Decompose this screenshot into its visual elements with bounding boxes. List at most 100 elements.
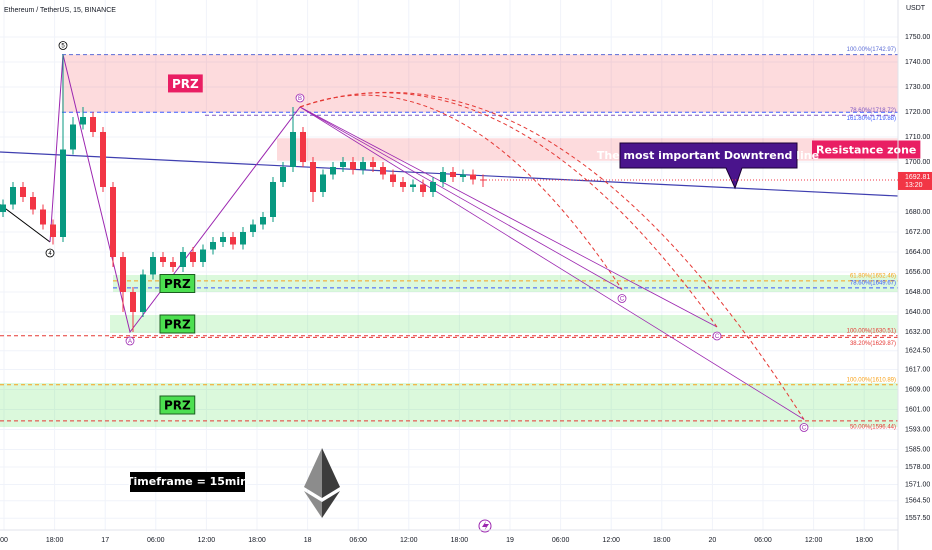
callout-box bbox=[619, 142, 798, 190]
level-label: 38.20%(1629.87) bbox=[850, 341, 896, 347]
pattern-point bbox=[712, 331, 722, 341]
pattern-point bbox=[125, 336, 135, 346]
event-icon-bolt bbox=[482, 521, 489, 531]
candle-body bbox=[450, 172, 456, 177]
event-icon[interactable] bbox=[478, 519, 492, 533]
level-label: 100.00%(1630.51) bbox=[847, 328, 896, 334]
pattern bbox=[0, 54, 805, 420]
candle-body bbox=[440, 172, 446, 182]
x-tick-label: 12:00 bbox=[198, 537, 216, 544]
zone-labels: PRZ Resistance zone PRZ PRZ PRZ bbox=[159, 74, 921, 415]
pattern-point-label: C bbox=[802, 426, 807, 432]
y-tick-label: 1720.00 bbox=[905, 109, 930, 116]
candle-body bbox=[140, 274, 146, 312]
candle-body bbox=[250, 224, 256, 232]
pattern-point-label: B bbox=[298, 96, 302, 102]
x-tick-label: 18:00 bbox=[248, 537, 266, 544]
candle-body bbox=[50, 224, 56, 237]
projection-line bbox=[299, 106, 623, 290]
pattern-point-label: 5 bbox=[61, 44, 65, 50]
x-tick-label: 06:00 bbox=[349, 537, 367, 544]
timeframe-text: Timeframe = 15min bbox=[126, 475, 248, 488]
candle-body bbox=[400, 182, 406, 187]
pattern-point-label: 4 bbox=[48, 251, 52, 257]
candle-body bbox=[200, 249, 206, 262]
x-tick-label: 19 bbox=[506, 537, 514, 544]
candle-body bbox=[230, 237, 236, 245]
candle-body bbox=[80, 117, 86, 125]
candle-body bbox=[120, 257, 126, 292]
level-label: 100.00%(1742.97) bbox=[847, 47, 896, 53]
pattern-point bbox=[58, 41, 68, 50]
y-tick-label: 1571.00 bbox=[905, 481, 930, 488]
y-tick-label: 1557.50 bbox=[905, 515, 930, 522]
y-tick-label: 1585.00 bbox=[905, 446, 930, 453]
candle-body bbox=[190, 252, 196, 262]
candle-body bbox=[470, 174, 476, 180]
y-tick-label: 1640.00 bbox=[905, 309, 930, 316]
grid bbox=[0, 0, 898, 530]
zone-label: Resistance zone bbox=[816, 144, 916, 157]
candle-body bbox=[330, 167, 336, 175]
countdown-label: 13:20 bbox=[905, 182, 923, 189]
candle-body bbox=[350, 162, 356, 170]
candle-body bbox=[30, 197, 36, 210]
candle-body bbox=[110, 187, 116, 257]
zone-label-box bbox=[168, 74, 203, 93]
candle-body bbox=[210, 242, 216, 250]
pattern-point bbox=[799, 423, 809, 432]
x-tick-label: 18 bbox=[304, 537, 312, 544]
time-axis: 00 18:00 17 06:00 12:00 18:00 18 06:00 12:00 18:0… bbox=[0, 537, 873, 544]
level-label: 78.60%(1649.67) bbox=[850, 280, 896, 286]
candle-body bbox=[360, 162, 366, 170]
wave-line bbox=[0, 204, 51, 243]
y-tick-label: 1710.00 bbox=[905, 134, 930, 141]
logo-part bbox=[322, 448, 340, 498]
y-tick-label: 1593.00 bbox=[905, 426, 930, 433]
candles bbox=[0, 54, 486, 332]
x-tick-label: 06:00 bbox=[552, 537, 570, 544]
projection-arc bbox=[299, 91, 805, 420]
logo-part bbox=[322, 491, 340, 518]
y-tick-label: 1609.00 bbox=[905, 386, 930, 393]
levels: 100.00%(1742.97) 161.80%(1719.88) 78.60%(1… bbox=[0, 47, 898, 430]
y-tick-label: 1578.00 bbox=[905, 464, 930, 471]
x-tick-label: 00 bbox=[0, 537, 8, 544]
y-tick-label: 1664.00 bbox=[905, 249, 930, 256]
candle-body bbox=[420, 184, 426, 192]
candle-body bbox=[280, 167, 286, 182]
candle-body bbox=[90, 117, 96, 132]
y-tick-label: 1632.00 bbox=[905, 329, 930, 336]
candle-body bbox=[0, 204, 6, 212]
pattern-point-label: A bbox=[128, 339, 132, 345]
y-tick-label: 1624.50 bbox=[905, 348, 930, 355]
pattern-point bbox=[617, 294, 627, 303]
x-tick-label: 18:00 bbox=[855, 537, 873, 544]
last-price-box bbox=[898, 171, 932, 190]
level-label: 50.00%(1596.44) bbox=[850, 424, 896, 430]
zone-label: PRZ bbox=[164, 399, 191, 413]
candle-body bbox=[310, 162, 316, 192]
y-tick-label: 1672.00 bbox=[905, 229, 930, 236]
candle-body bbox=[380, 167, 386, 175]
zone-label-box bbox=[812, 140, 921, 159]
candle-body bbox=[270, 182, 276, 217]
level-label: 61.80%(1652.46) bbox=[850, 273, 896, 279]
timeframe-box bbox=[130, 472, 245, 492]
level-label: 161.80%(1719.88) bbox=[847, 116, 896, 122]
logo-part bbox=[304, 491, 322, 518]
candle-body bbox=[160, 257, 166, 262]
chart-title: Ethereum / TetherUS, 15, BINANCE bbox=[4, 7, 116, 14]
logo-part bbox=[304, 448, 322, 498]
candle-body bbox=[460, 174, 466, 177]
projection-line bbox=[299, 106, 805, 420]
candle-body bbox=[320, 174, 326, 192]
candle-body bbox=[340, 162, 346, 167]
pattern-point-label: C bbox=[620, 297, 625, 303]
currency-label: USDT bbox=[906, 5, 926, 12]
x-tick-label: 12:00 bbox=[602, 537, 620, 544]
zone-label-box bbox=[159, 274, 196, 293]
x-tick-label: 18:00 bbox=[451, 537, 469, 544]
last-price-label: 1692.81 bbox=[905, 174, 930, 181]
callout-text: The most important Downtrend line bbox=[597, 149, 819, 162]
